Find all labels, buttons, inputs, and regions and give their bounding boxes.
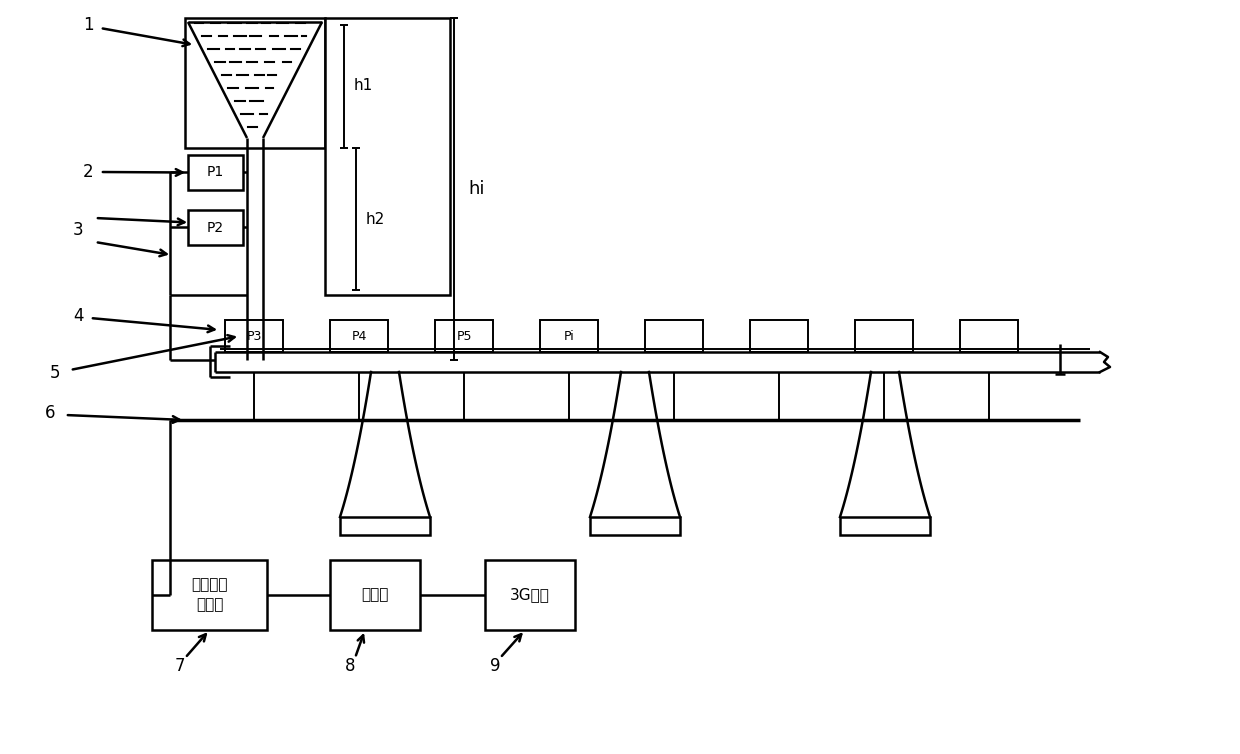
Bar	[188, 155, 243, 190]
Text: 9: 9	[490, 657, 500, 675]
Bar	[185, 18, 325, 148]
Bar	[590, 517, 680, 535]
Text: P2: P2	[207, 220, 224, 234]
Text: 工控机: 工控机	[361, 587, 388, 602]
Text: 1: 1	[83, 16, 93, 34]
Bar	[340, 517, 430, 535]
Text: hi: hi	[467, 180, 485, 198]
Bar	[750, 320, 808, 352]
Bar	[645, 320, 703, 352]
Bar	[856, 320, 913, 352]
Bar	[960, 320, 1018, 352]
Bar	[330, 560, 420, 630]
Text: 5: 5	[50, 364, 61, 382]
Text: 3: 3	[73, 221, 83, 239]
Text: 7: 7	[175, 657, 185, 675]
Bar	[325, 18, 450, 295]
Text: P4: P4	[351, 329, 367, 342]
Bar	[839, 517, 930, 535]
Bar	[330, 320, 388, 352]
Text: P1: P1	[207, 165, 224, 179]
Text: Pi: Pi	[564, 329, 574, 342]
Text: P3: P3	[247, 329, 262, 342]
Text: h2: h2	[366, 212, 386, 226]
Text: 数据同步: 数据同步	[191, 578, 228, 593]
Text: 4: 4	[73, 307, 83, 325]
Bar	[485, 560, 575, 630]
Text: P5: P5	[456, 329, 471, 342]
Bar	[435, 320, 494, 352]
Text: 采集器: 采集器	[196, 597, 223, 612]
Bar	[224, 320, 283, 352]
Text: 8: 8	[345, 657, 355, 675]
Text: 2: 2	[83, 163, 93, 181]
Text: 6: 6	[45, 404, 56, 422]
Text: 3G模块: 3G模块	[510, 587, 549, 602]
Bar	[153, 560, 267, 630]
Text: h1: h1	[353, 78, 373, 93]
Bar	[539, 320, 598, 352]
Bar	[188, 210, 243, 245]
